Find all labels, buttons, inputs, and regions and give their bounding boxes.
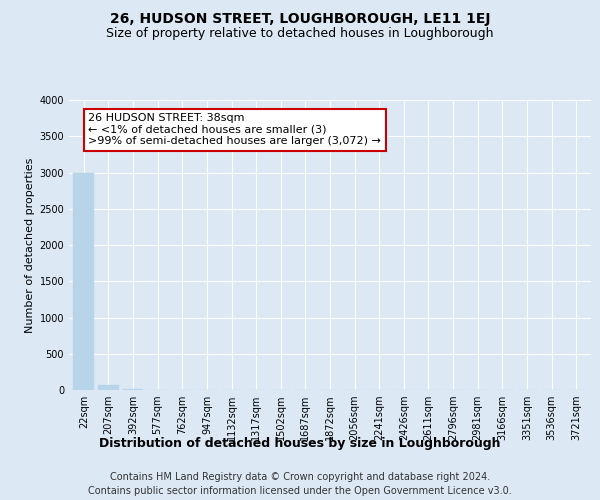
Text: Contains public sector information licensed under the Open Government Licence v3: Contains public sector information licen… (88, 486, 512, 496)
Bar (73, 173, 94, 390)
Text: 26 HUDSON STREET: 38sqm
← <1% of detached houses are smaller (3)
>99% of semi-de: 26 HUDSON STREET: 38sqm ← <1% of detache… (88, 113, 381, 146)
Y-axis label: Number of detached properties: Number of detached properties (25, 158, 35, 332)
Text: 26, HUDSON STREET, LOUGHBOROUGH, LE11 1EJ: 26, HUDSON STREET, LOUGHBOROUGH, LE11 1E… (110, 12, 490, 26)
Text: Distribution of detached houses by size in Loughborough: Distribution of detached houses by size … (99, 438, 501, 450)
Bar (98, 386, 119, 390)
Text: Size of property relative to detached houses in Loughborough: Size of property relative to detached ho… (106, 28, 494, 40)
Text: Contains HM Land Registry data © Crown copyright and database right 2024.: Contains HM Land Registry data © Crown c… (110, 472, 490, 482)
